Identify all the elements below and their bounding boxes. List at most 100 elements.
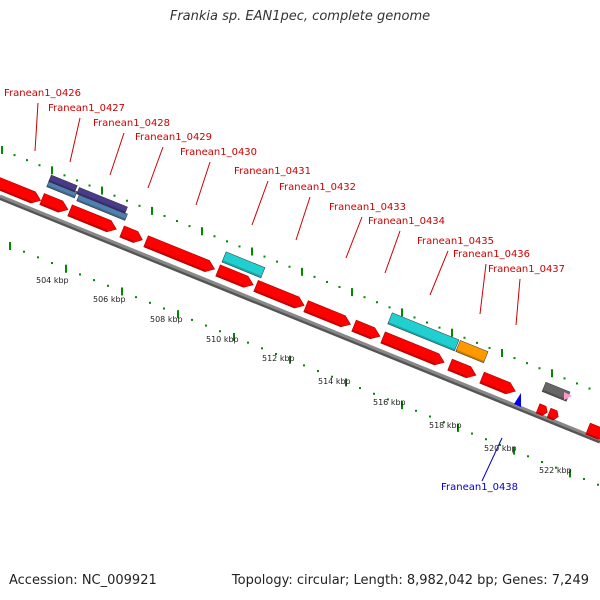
cds-feature[interactable]: [143, 235, 217, 275]
gene-label-reverse-12[interactable]: Franean1_0438: [441, 437, 518, 493]
cds-feature[interactable]: [535, 403, 549, 417]
purple-feature[interactable]: [48, 174, 78, 193]
track-dot: [513, 357, 516, 360]
gene-label-8[interactable]: Franean1_0434: [368, 216, 445, 274]
gene-label-4[interactable]: Franean1_0430: [180, 147, 257, 206]
track-tick: [121, 287, 123, 296]
track-tick: [401, 401, 403, 410]
gene-label-text[interactable]: Franean1_0436: [453, 249, 530, 260]
cds-feature[interactable]: [119, 225, 145, 245]
gene-label-5[interactable]: Franean1_0431: [234, 166, 311, 226]
cds-feature[interactable]: [39, 193, 70, 215]
gene-label-text[interactable]: Franean1_0432: [279, 182, 356, 193]
cds-feature-shade: [448, 368, 468, 378]
track-tick: [345, 378, 347, 387]
cyan-feature[interactable]: [387, 312, 460, 352]
gene-label-text[interactable]: Franean1_0430: [180, 147, 257, 158]
cds-feature[interactable]: [253, 279, 307, 311]
cds-feature-shade: [120, 235, 135, 243]
cds-feature-shade: [144, 245, 206, 272]
cds-feature[interactable]: [585, 422, 600, 442]
track-tick: [9, 242, 11, 250]
gene-label-text[interactable]: Franean1_0437: [488, 264, 565, 275]
gene-label-7[interactable]: Franean1_0433: [329, 202, 406, 259]
track-dot: [359, 387, 361, 390]
track-dot: [413, 316, 416, 319]
cds-feature-shade: [304, 310, 342, 327]
gene-label-10[interactable]: Franean1_0436: [453, 249, 530, 315]
orange-feature-shade: [455, 349, 485, 363]
cds-feature[interactable]: [479, 371, 518, 397]
gene-label-text[interactable]: Franean1_0429: [135, 132, 212, 143]
gene-label-text[interactable]: Franean1_0433: [329, 202, 406, 213]
track-dot: [276, 260, 278, 263]
track-dot: [135, 296, 137, 299]
orange-feature[interactable]: [455, 340, 489, 364]
track-dot: [219, 330, 221, 333]
cds-feature-shape: [546, 407, 559, 421]
gene-label-11[interactable]: Franean1_0437: [488, 264, 565, 326]
cds-feature-shape: [447, 358, 477, 379]
track-tick: [151, 206, 153, 215]
track-dot: [363, 296, 366, 299]
cds-feature-shade: [381, 341, 436, 365]
cds-feature[interactable]: [380, 331, 447, 368]
backbone: [0, 194, 600, 444]
gene-label-text[interactable]: Franean1_0435: [417, 236, 494, 247]
track-tick: [301, 267, 303, 276]
cyan-feature[interactable]: [221, 251, 266, 279]
scale-tick-label: 520 kbp: [484, 444, 517, 453]
track-dot: [51, 262, 53, 265]
gene-label-3[interactable]: Franean1_0429: [135, 132, 212, 189]
gene-label-text[interactable]: Franean1_0431: [234, 166, 311, 177]
cds-feature[interactable]: [447, 358, 478, 381]
blue-reverse-marker[interactable]: [514, 393, 521, 407]
track-dot: [527, 455, 529, 458]
cds-feature-shade: [40, 203, 60, 213]
cds-feature-shade: [68, 214, 108, 232]
cds-feature-shape: [253, 279, 305, 309]
track-dot: [88, 184, 91, 187]
cds-feature[interactable]: [351, 319, 382, 342]
cds-feature-shade: [586, 432, 599, 440]
track-tick: [51, 166, 53, 175]
gene-label-9[interactable]: Franean1_0435: [417, 236, 494, 296]
gene-label-text[interactable]: Franean1_0426: [4, 88, 81, 99]
track-tick: [401, 308, 403, 317]
purple-feature[interactable]: [76, 187, 128, 214]
leader-line: [195, 161, 211, 206]
cds-feature[interactable]: [67, 204, 119, 235]
gene-label-text[interactable]: Franean1_0438: [441, 482, 518, 493]
track-dot: [26, 159, 28, 162]
track-dot: [485, 438, 487, 441]
leader-line: [69, 117, 81, 163]
cds-feature[interactable]: [0, 177, 43, 206]
leader-line: [515, 278, 521, 326]
gene-label-text[interactable]: Franean1_0428: [93, 118, 170, 129]
track-dot: [331, 375, 333, 378]
gene-label-text[interactable]: Franean1_0434: [368, 216, 445, 227]
pink-marker[interactable]: [564, 392, 572, 400]
gene-label-2[interactable]: Franean1_0428: [93, 118, 170, 176]
gene-label-text[interactable]: Franean1_0427: [48, 103, 125, 114]
cds-feature-shape: [585, 422, 600, 440]
track-dot: [415, 409, 417, 412]
track-dot: [488, 346, 491, 349]
gene-label-1[interactable]: Franean1_0427: [48, 103, 125, 163]
scale-tick-label: 522 kbp: [539, 466, 572, 475]
track-dot: [113, 194, 116, 197]
cds-feature[interactable]: [215, 264, 256, 290]
cds-feature-shade: [537, 411, 544, 416]
genome-summary-text: Topology: circular; Length: 8,982,042 bp…: [231, 573, 589, 588]
track-dot: [238, 245, 241, 248]
cds-feature[interactable]: [546, 407, 560, 421]
track-dot: [588, 387, 591, 390]
gray-feature[interactable]: [541, 381, 571, 402]
cds-feature[interactable]: [303, 300, 353, 330]
gene-label-0[interactable]: Franean1_0426: [4, 88, 81, 152]
track-dot: [38, 164, 41, 167]
gene-label-6[interactable]: Franean1_0432: [279, 182, 356, 241]
track-dot: [463, 336, 466, 339]
